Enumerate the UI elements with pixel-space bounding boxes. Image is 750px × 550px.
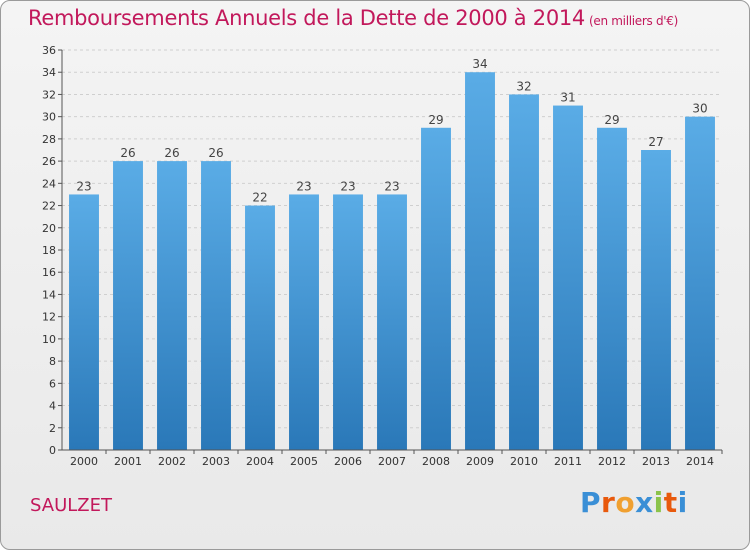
commune-name: SAULZET [30, 495, 112, 516]
x-tick-label: 2009 [466, 455, 494, 468]
logo-letter: o [615, 486, 636, 519]
x-tick-label: 2014 [686, 455, 714, 468]
y-tick-label: 10 [42, 333, 56, 346]
logo-letter: x [635, 486, 654, 519]
y-tick-label: 18 [42, 244, 56, 257]
y-tick-label: 14 [42, 288, 56, 301]
y-tick-label: 24 [42, 177, 56, 190]
bar-2000 [69, 194, 99, 450]
logo-letter: r [601, 486, 616, 519]
x-tick-label: 2007 [378, 455, 406, 468]
bar-2002 [157, 161, 187, 450]
bar-2003 [201, 161, 231, 450]
y-tick-label: 36 [42, 44, 56, 57]
y-tick-label: 6 [49, 377, 56, 390]
data-label: 31 [560, 91, 575, 105]
x-tick-label: 2010 [510, 455, 538, 468]
logo-letter: i [653, 486, 664, 519]
data-label: 23 [384, 179, 399, 193]
x-tick-label: 2003 [202, 455, 230, 468]
bars [69, 72, 715, 451]
axes [61, 50, 723, 454]
bar-2001 [113, 161, 143, 450]
data-label: 22 [252, 191, 267, 205]
y-tick-label: 2 [49, 422, 56, 435]
bar-2010 [509, 94, 539, 450]
logo-letter: i [677, 486, 688, 519]
data-label: 30 [692, 102, 707, 116]
y-tick-label: 32 [42, 88, 56, 101]
x-tick-label: 2008 [422, 455, 450, 468]
y-tick-label: 26 [42, 155, 56, 168]
bar-2008 [421, 127, 451, 451]
logo-letter: P [580, 486, 602, 519]
unit-note: (en milliers d'€) [589, 14, 679, 28]
x-tick-label: 2012 [598, 455, 626, 468]
data-label: 27 [648, 135, 663, 149]
y-tick-label: 28 [42, 133, 56, 146]
y-tick-label: 12 [42, 311, 56, 324]
bar-2006 [333, 194, 363, 450]
data-label: 23 [296, 179, 311, 193]
data-label: 32 [516, 79, 531, 93]
bar-2014 [685, 116, 715, 451]
bar-2011 [553, 105, 583, 451]
chart-title: Remboursements Annuels de la Dette de 20… [28, 6, 679, 30]
y-tick-label: 16 [42, 266, 56, 279]
x-tick-label: 2006 [334, 455, 362, 468]
y-tick-label: 8 [49, 355, 56, 368]
logo-letter: t [663, 486, 678, 519]
y-tick-label: 0 [49, 444, 56, 457]
data-label: 26 [208, 146, 223, 160]
data-labels: 23 26 26 26 22 23 23 23 29 34 32 31 29 27 30 [76, 57, 707, 204]
x-tick-label: 2013 [642, 455, 670, 468]
data-label: 29 [428, 113, 443, 127]
data-label: 23 [76, 179, 91, 193]
y-tick-label: 22 [42, 200, 56, 213]
x-tick-label: 2002 [158, 455, 186, 468]
x-tick-label: 2011 [554, 455, 582, 468]
data-label: 23 [340, 179, 355, 193]
data-label: 26 [120, 146, 135, 160]
y-tick-label: 4 [49, 400, 56, 413]
x-tick-labels: 2000 2001 2002 2003 2004 2005 2006 2007 2008 2009… [70, 455, 714, 468]
x-tick-label: 2000 [70, 455, 98, 468]
x-tick-label: 2004 [246, 455, 274, 468]
x-tick-label: 2001 [114, 455, 142, 468]
bar-2005 [289, 194, 319, 450]
data-label: 34 [472, 57, 487, 71]
bar-2009 [465, 72, 495, 450]
y-tick-label: 30 [42, 111, 56, 124]
data-label: 26 [164, 146, 179, 160]
x-tick-label: 2005 [290, 455, 318, 468]
y-tick-label: 20 [42, 222, 56, 235]
bar-2004 [245, 205, 275, 450]
bar-2013 [641, 150, 671, 450]
bar-2012 [597, 127, 627, 451]
bar-2007 [377, 194, 407, 450]
proxiti-logo: Proxiti [580, 486, 688, 526]
y-tick-label: 34 [42, 66, 56, 79]
data-label: 29 [604, 113, 619, 127]
